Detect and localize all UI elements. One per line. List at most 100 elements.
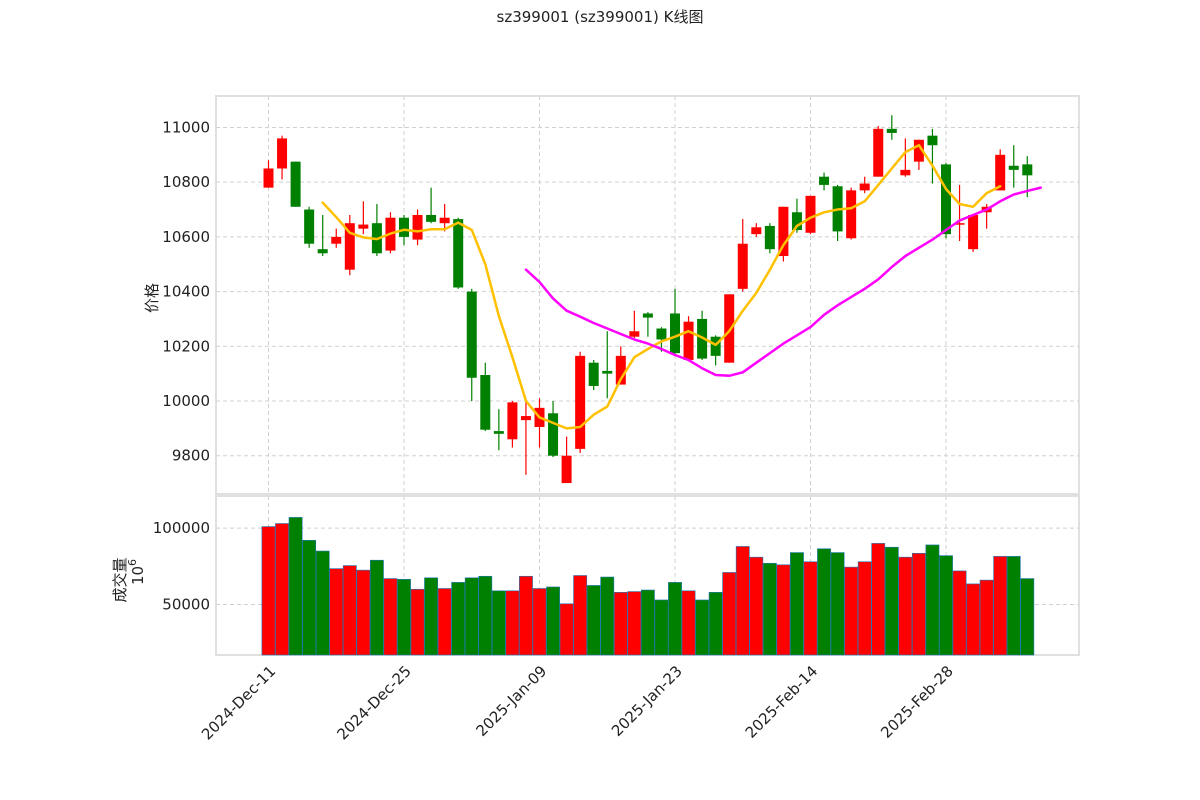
candle-body [480,375,491,430]
volume-bar [708,592,723,656]
date-axis-ticks: 2024-Dec-11 2024-Dec-25 2025-Jan-09 2025-Ja… [198,662,957,743]
candle-body [846,190,857,239]
volume-bars [261,517,1035,656]
date-tick-label: 2025-Feb-28 [877,662,957,742]
candle-body [927,135,938,146]
volume-bar [844,566,859,656]
volume-bar [600,576,615,656]
volume-bar [356,569,371,656]
candle-body [724,294,735,363]
volume-tick-label: 100000 [153,519,210,537]
moving-average-lines [321,143,1043,430]
price-tick-label: 10000 [162,392,210,410]
candle-body [602,370,613,374]
candle-body [290,161,301,207]
candle-body [941,164,951,235]
volume-bar [952,570,967,656]
price-tick-label: 9800 [172,447,210,465]
candle-body [615,355,626,385]
volume-tick-label: 50000 [162,596,210,614]
price-axis-label: 价格 [143,283,161,313]
volume-bar [329,568,344,656]
price-tick-label: 11000 [162,118,210,136]
candle-body [778,206,789,257]
volume-bar [776,564,791,656]
volume-bar [749,556,764,656]
volume-bar [559,603,574,656]
price-tick-label: 10200 [162,337,210,355]
volume-bar [302,540,317,656]
volume-bar [315,550,330,656]
ma20-line [524,186,1043,378]
candle-body [670,313,680,354]
price-plot-area [215,95,1080,495]
candle-body [453,219,464,288]
volume-bar [898,556,913,656]
volume-bar [464,577,479,656]
volume-bar [424,577,438,656]
candle-body [995,154,1006,191]
volume-exponent-power: 6 [126,559,139,566]
candle-body [819,176,830,185]
candle-body [561,455,572,484]
volume-bar [586,585,601,656]
volume-bar [668,582,682,656]
volume-bar [1020,578,1035,656]
date-tick-label: 2025-Jan-09 [473,662,551,740]
volume-bar [532,588,547,656]
volume-bar [546,586,560,656]
candle-body [358,224,369,229]
volume-bar [491,590,506,656]
volume-bar [275,523,289,656]
volume-bar [410,588,425,656]
candle-body [886,128,897,133]
price-tick-label: 10600 [162,228,210,246]
volume-panel: 50000 100000 成交量 106 [111,495,1080,656]
volume-bar [505,590,520,656]
candle-body [683,321,694,360]
candle-body [968,214,979,250]
candle-body [399,217,409,237]
date-tick-label: 2024-Dec-25 [333,662,414,743]
price-axis-ticks: 9800 10000 10200 10400 10600 10800 11000 [162,118,210,464]
volume-bar [993,556,1008,656]
volume-bar [397,579,411,656]
volume-exponent-label: 106 [126,559,147,585]
price-tick-label: 10800 [162,173,210,191]
volume-exponent-base: 10 [129,566,147,585]
volume-bar [857,561,872,656]
candle-body [1022,164,1033,176]
volume-bar [695,599,709,656]
volume-bar [830,552,845,656]
candle-body [263,168,274,188]
candle-body [642,313,653,318]
volume-bar [871,543,886,656]
volume-bar [288,517,303,656]
candle-body [520,416,531,421]
candle-body [913,139,924,162]
volume-bar [911,553,926,656]
volume-bar [979,579,994,656]
volume-bar [369,559,384,656]
volume-bar [884,546,899,656]
date-tick-label: 2025-Jan-23 [608,662,686,740]
candle-body [317,249,328,254]
candle-body [710,336,721,356]
chart-title: sz399001 (sz399001) K线图 [496,8,704,26]
candle-body [791,212,802,231]
volume-bar [342,565,357,656]
volume-bar [1006,556,1021,656]
candle-body [331,236,342,244]
volume-bar [790,552,804,656]
ma5-line [321,143,1002,430]
volume-bar [573,575,588,656]
volume-bar [817,548,831,656]
candle-body [954,223,965,225]
candle-body [548,413,559,456]
candle-body [656,328,667,340]
volume-axis-label: 成交量 [111,557,129,602]
volume-bar [654,599,669,656]
candle-body [426,214,437,222]
volume-bar [613,592,628,656]
candle-body [277,138,288,169]
